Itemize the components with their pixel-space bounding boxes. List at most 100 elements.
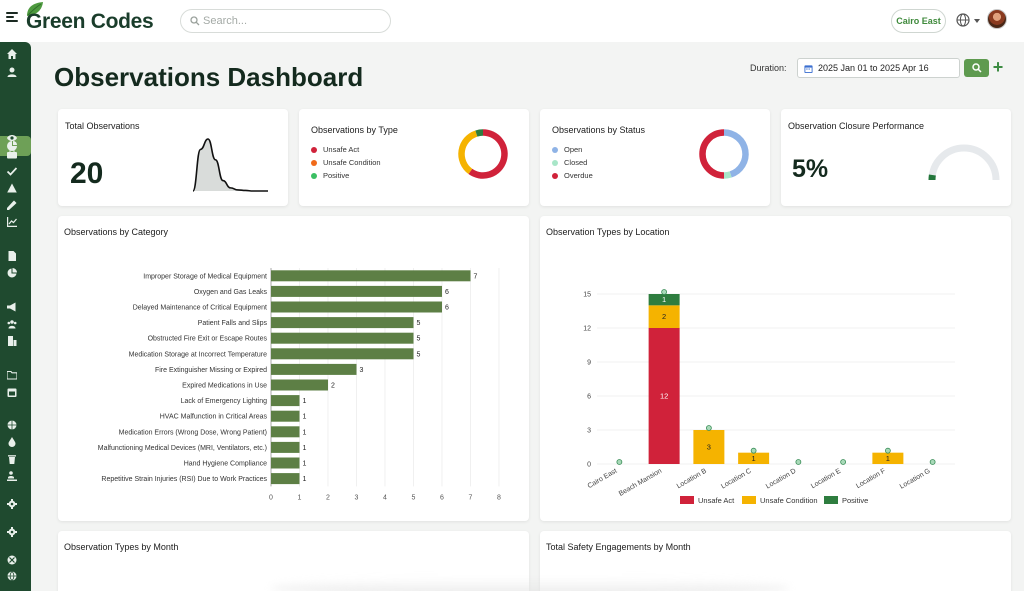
category-bar[interactable] bbox=[271, 270, 471, 282]
folder-icon[interactable] bbox=[6, 369, 18, 381]
category-label: Delayed Maintenance of Critical Equipmen… bbox=[133, 305, 267, 312]
user-icon[interactable] bbox=[6, 66, 18, 78]
globe-nav-icon[interactable] bbox=[6, 419, 18, 431]
warning-icon[interactable] bbox=[6, 182, 18, 194]
globe-icon bbox=[956, 13, 970, 27]
home-icon[interactable] bbox=[6, 48, 18, 60]
settings-icon[interactable] bbox=[6, 526, 18, 538]
document-icon[interactable] bbox=[6, 250, 18, 262]
group-icon[interactable] bbox=[6, 318, 18, 330]
category-bar[interactable] bbox=[271, 457, 300, 469]
y-tick-label: 9 bbox=[587, 360, 591, 367]
donut-slice[interactable] bbox=[458, 130, 478, 175]
category-bar[interactable] bbox=[271, 473, 300, 485]
x-tick-label: 4 bbox=[383, 494, 387, 501]
site-selector-chip[interactable]: Cairo East bbox=[891, 9, 946, 33]
status-legend: Open Closed Overdue bbox=[552, 143, 593, 182]
closure-gauge bbox=[928, 144, 1000, 181]
briefcase-icon[interactable] bbox=[6, 148, 18, 160]
stacked-bar-segment[interactable] bbox=[648, 294, 680, 306]
closure-performance-card: Observation Closure Performance 5% bbox=[781, 109, 1011, 206]
category-bar[interactable] bbox=[271, 285, 442, 297]
menu-toggle-icon[interactable] bbox=[6, 12, 18, 22]
legend-item: Unsafe Act bbox=[311, 143, 381, 156]
category-bar[interactable] bbox=[271, 395, 300, 407]
x-category-label: Location E bbox=[810, 468, 842, 491]
donut-slice[interactable] bbox=[723, 129, 749, 178]
user-avatar[interactable] bbox=[987, 9, 1007, 29]
legend-item: Positive bbox=[311, 169, 381, 182]
bar-value-label: 5 bbox=[417, 320, 421, 327]
category-bar[interactable] bbox=[271, 332, 414, 344]
segment-value-label: 1 bbox=[752, 454, 756, 463]
bar-value-label: 1 bbox=[303, 445, 307, 452]
bar-value-label: 1 bbox=[303, 414, 307, 421]
check-icon[interactable] bbox=[6, 165, 18, 177]
stacked-bar-segment[interactable] bbox=[693, 430, 725, 464]
bar-value-label: 1 bbox=[303, 398, 307, 405]
world-icon[interactable] bbox=[6, 570, 18, 582]
category-bar[interactable] bbox=[271, 363, 357, 375]
y-tick-label: 0 bbox=[587, 462, 591, 469]
eye-icon[interactable] bbox=[6, 132, 18, 144]
donut-slice[interactable] bbox=[723, 171, 732, 179]
category-bar[interactable] bbox=[271, 410, 300, 422]
category-bar[interactable] bbox=[271, 317, 414, 329]
legend-label: Open bbox=[564, 145, 583, 154]
legend-swatch[interactable] bbox=[824, 496, 838, 504]
megaphone-icon[interactable] bbox=[6, 301, 18, 313]
stacked-bar-segment[interactable] bbox=[872, 452, 904, 464]
search-input[interactable] bbox=[203, 13, 383, 29]
search-box[interactable] bbox=[180, 9, 391, 33]
y-tick-label: 3 bbox=[587, 428, 591, 435]
date-range-input[interactable]: 2025 Jan 01 to 2025 Apr 16 bbox=[797, 58, 960, 78]
legend-label: Closed bbox=[564, 158, 588, 167]
category-bar[interactable] bbox=[271, 426, 300, 438]
segment-value-label: 1 bbox=[662, 295, 666, 304]
legend-label: Unsafe Act bbox=[698, 496, 735, 505]
person-working-icon[interactable] bbox=[6, 470, 18, 482]
category-bar[interactable] bbox=[271, 441, 300, 453]
legend-swatch bbox=[552, 172, 558, 179]
eyedropper-icon[interactable] bbox=[6, 199, 18, 211]
chart-icon[interactable] bbox=[6, 216, 18, 228]
search-icon bbox=[971, 63, 982, 73]
calendar-icon[interactable] bbox=[6, 386, 18, 398]
stacked-bar-segment[interactable] bbox=[648, 305, 680, 328]
building-icon[interactable] bbox=[6, 335, 18, 347]
donut-slice[interactable] bbox=[699, 129, 725, 179]
bar-value-label: 5 bbox=[417, 351, 421, 358]
apply-filter-button[interactable] bbox=[964, 59, 989, 77]
x-tick-label: 3 bbox=[355, 494, 359, 501]
category-bar[interactable] bbox=[271, 301, 442, 313]
language-menu[interactable] bbox=[956, 13, 982, 29]
y-tick-label: 15 bbox=[583, 292, 591, 299]
status-donut-chart bbox=[699, 129, 749, 179]
dashboard-icon[interactable] bbox=[6, 140, 18, 152]
legend-swatch[interactable] bbox=[742, 496, 756, 504]
pie-icon[interactable] bbox=[6, 267, 18, 279]
donut-slice[interactable] bbox=[468, 129, 508, 179]
trash-icon[interactable] bbox=[6, 453, 18, 465]
legend-swatch[interactable] bbox=[680, 496, 694, 504]
total-observations-value: 20 bbox=[70, 157, 104, 190]
donut-slice[interactable] bbox=[475, 129, 484, 137]
add-icon[interactable]: + bbox=[992, 57, 1004, 77]
sidebar bbox=[0, 42, 31, 591]
segment-value-label: 3 bbox=[707, 443, 711, 452]
card-title: Observation Types by Location bbox=[546, 227, 670, 237]
date-range-value: 2025 Jan 01 to 2025 Apr 16 bbox=[818, 63, 929, 73]
leaf-logo-icon bbox=[27, 2, 43, 16]
stacked-bar-segment[interactable] bbox=[738, 452, 770, 464]
category-label: Patient Falls and Slips bbox=[198, 320, 268, 327]
drop-icon[interactable] bbox=[6, 436, 18, 448]
target-icon[interactable] bbox=[6, 554, 18, 566]
stacked-bar-segment[interactable] bbox=[648, 328, 680, 464]
category-bar[interactable] bbox=[271, 379, 328, 391]
gear-icon[interactable] bbox=[6, 498, 18, 510]
category-label: Oxygen and Gas Leaks bbox=[194, 289, 268, 296]
card-title: Observations by Type bbox=[311, 125, 398, 135]
category-bar[interactable] bbox=[271, 348, 414, 360]
legend-label: Positive bbox=[323, 171, 350, 180]
x-category-label: Location D bbox=[765, 468, 797, 491]
